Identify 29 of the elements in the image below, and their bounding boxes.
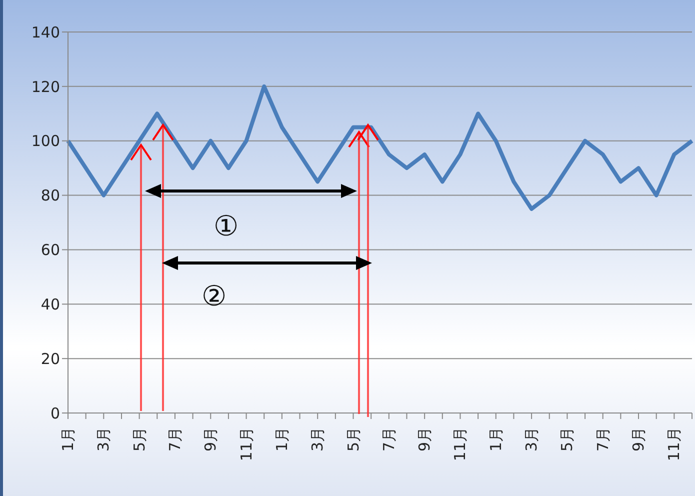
x-tick-label: 5月: [558, 427, 576, 452]
line-series: [66, 84, 694, 211]
y-tick-label: 140: [31, 23, 60, 42]
x-tick-label: 1月: [59, 427, 77, 452]
x-tick-label: 11月: [237, 427, 256, 462]
x-tick-label: 7月: [380, 427, 398, 452]
x-tick-label: 3月: [522, 427, 541, 452]
x-tick-label: 5月: [130, 427, 148, 452]
y-tick-label: 20: [40, 350, 60, 368]
x-tick-label: 7月: [594, 427, 612, 452]
x-tick-label: 9月: [630, 427, 648, 452]
x-tick-label: 9月: [416, 427, 434, 452]
annotation: ②: [202, 280, 226, 312]
x-tick-label: 1月: [272, 427, 291, 452]
x-tick-label: 1月: [486, 427, 505, 452]
annotation: ①: [214, 210, 238, 242]
x-tick-label: 7月: [166, 427, 184, 452]
y-tick-label: 60: [40, 241, 60, 260]
y-tick-label: 120: [31, 78, 60, 96]
x-tick-label: 3月: [94, 427, 113, 452]
y-tick-label: 0: [50, 404, 60, 422]
y-tick-label: 100: [31, 132, 60, 150]
y-tick-label: 40: [40, 295, 60, 314]
x-tick-label: 9月: [202, 427, 220, 452]
x-tick-label: 3月: [308, 427, 327, 452]
x-tick-label: 11月: [451, 427, 470, 462]
x-tick-label: 11月: [665, 427, 684, 462]
y-tick-label: 80: [40, 186, 60, 205]
x-tick-label: 5月: [344, 427, 362, 452]
